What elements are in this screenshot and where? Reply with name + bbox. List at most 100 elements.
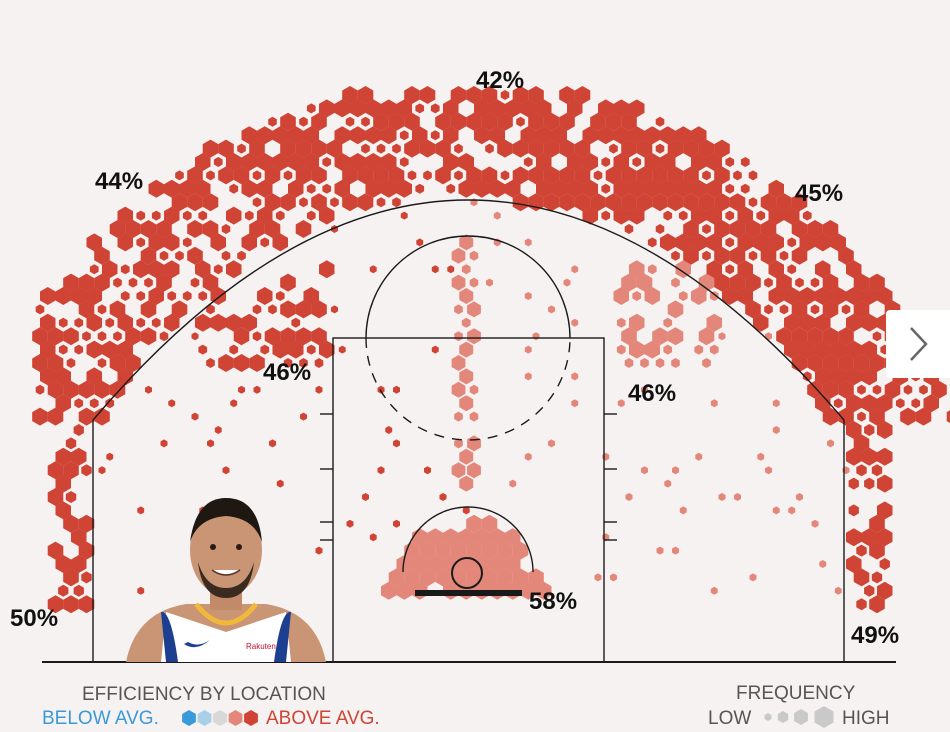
shot-hex <box>306 183 316 194</box>
shot-hex <box>548 305 555 314</box>
shot-hex <box>714 220 730 238</box>
shot-hex <box>268 304 277 315</box>
shot-hex <box>710 586 718 595</box>
shot-hex <box>89 398 99 409</box>
shot-hex <box>47 488 64 506</box>
shot-hex <box>252 197 262 208</box>
shot-hex <box>459 395 474 412</box>
shot-hex <box>505 179 521 198</box>
next-slide-button[interactable] <box>886 310 950 378</box>
shot-hex <box>582 206 598 225</box>
shot-hex <box>210 313 226 332</box>
shot-hex <box>94 273 110 292</box>
shot-hex <box>706 179 722 198</box>
shot-hex <box>621 273 637 292</box>
shot-hex <box>164 233 180 252</box>
shot-hex <box>97 304 107 315</box>
shot-hex <box>252 331 262 342</box>
shot-hex <box>140 220 157 238</box>
shot-hex <box>853 434 870 453</box>
shot-hex <box>571 318 579 327</box>
shot-hex <box>252 304 262 315</box>
shot-hex <box>846 394 862 413</box>
shot-hex <box>923 394 939 413</box>
shot-hex <box>82 331 91 342</box>
shot-hex <box>260 237 270 248</box>
shot-hex <box>338 345 346 354</box>
shot-hex <box>334 126 350 145</box>
shot-hex <box>430 103 440 114</box>
shot-hex <box>451 381 466 398</box>
player-jersey-text: Rakuten <box>246 642 276 651</box>
shot-hex <box>466 514 482 533</box>
shot-hex <box>447 265 455 274</box>
shot-hex <box>400 211 408 220</box>
shot-hex <box>458 528 474 547</box>
shot-hex <box>574 139 591 158</box>
shot-hex <box>787 237 797 248</box>
rim <box>451 557 483 589</box>
shot-hex <box>481 86 498 104</box>
shot-hex <box>641 466 648 475</box>
shot-hex <box>207 439 214 448</box>
shot-hex <box>226 313 242 332</box>
shot-hex <box>857 411 866 422</box>
shot-hex <box>660 233 676 252</box>
shot-hex <box>872 331 882 342</box>
shot-hex <box>734 493 741 501</box>
shot-hex <box>350 126 366 145</box>
shot-hex <box>365 179 381 198</box>
shot-hex <box>613 153 629 171</box>
shot-hex <box>319 260 335 279</box>
shot-hex <box>810 277 820 288</box>
shot-hex <box>140 246 157 265</box>
shot-hex <box>698 139 715 158</box>
shot-hex <box>853 300 870 319</box>
shot-hex <box>819 560 827 568</box>
zone-label-left-mid: 46% <box>263 359 311 386</box>
shot-hex <box>269 439 276 448</box>
shot-hex <box>179 179 195 198</box>
shot-hex <box>454 143 463 154</box>
shot-hex <box>848 477 859 490</box>
shot-hex <box>931 380 947 399</box>
shot-hex <box>571 399 579 408</box>
shot-hex <box>489 179 505 198</box>
shot-hex <box>86 340 102 359</box>
shot-hex <box>202 193 219 212</box>
restricted-arc <box>402 506 534 573</box>
shot-hex <box>683 193 699 212</box>
shot-hex <box>47 327 64 346</box>
shot-hex <box>213 157 223 167</box>
legend-efficiency: EFFICIENCY BY LOCATION BELOW AVG. ABOVE … <box>42 684 380 729</box>
shot-hex <box>419 139 436 158</box>
shot-hex <box>691 126 707 145</box>
shot-hex <box>725 157 735 167</box>
shot-hex <box>667 166 684 185</box>
shot-hex <box>765 466 772 475</box>
shot-hex <box>846 555 862 573</box>
shot-hex <box>864 584 875 597</box>
shot-hex <box>574 193 591 212</box>
shot-hex <box>864 424 875 436</box>
shot-hex <box>136 317 146 328</box>
shot-hex <box>415 103 425 114</box>
shot-hex <box>667 193 684 212</box>
shot-hex <box>198 210 208 221</box>
shot-hex <box>322 183 332 194</box>
shot-hex <box>145 385 152 394</box>
shot-hex <box>396 99 412 118</box>
shot-hex <box>412 126 428 145</box>
shot-hex <box>795 277 804 288</box>
shot-hex <box>833 398 843 409</box>
three-point-arc <box>92 199 845 421</box>
legend-frequency-title: FREQUENCY <box>736 683 856 704</box>
shot-hex <box>373 166 389 185</box>
shot-hex <box>311 300 327 319</box>
shot-hex <box>528 166 544 185</box>
shot-hex <box>467 462 481 479</box>
shot-hex <box>551 126 567 145</box>
shot-hex <box>191 332 199 341</box>
shot-hex <box>718 493 726 501</box>
shot-hex <box>582 126 598 145</box>
